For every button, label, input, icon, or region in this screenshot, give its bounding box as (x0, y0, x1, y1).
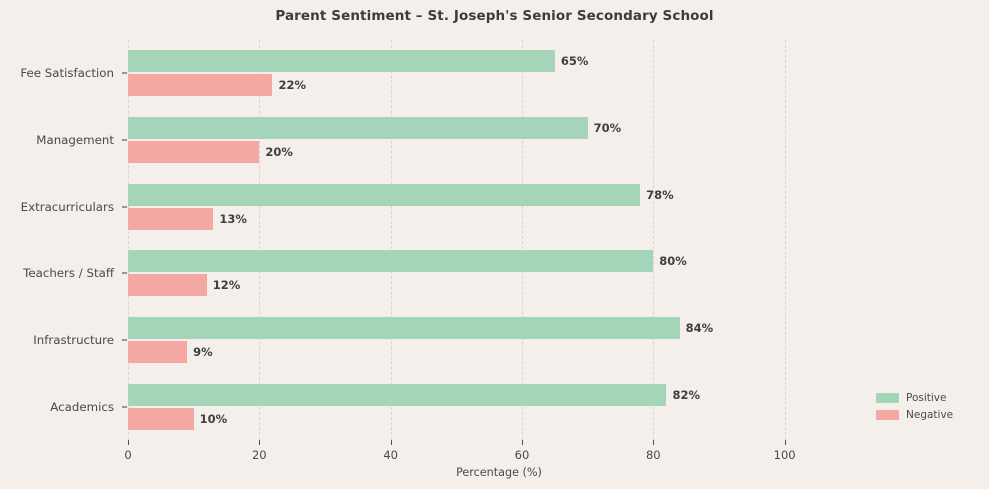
chart-legend: Positive Negative (876, 391, 953, 421)
x-tick-mark (128, 440, 129, 445)
y-tick-label: Infrastructure (33, 333, 114, 347)
legend-label: Positive (906, 391, 947, 404)
bar-negative (128, 74, 273, 97)
legend-label: Negative (906, 408, 954, 421)
gridline (653, 40, 655, 440)
gridline (390, 40, 392, 440)
gridline (784, 40, 786, 440)
bar-value-label: 65% (560, 54, 589, 69)
gridline (259, 40, 261, 440)
bar-negative (128, 341, 188, 363)
bar-negative (128, 141, 260, 163)
y-tick-mark (122, 139, 127, 141)
y-tick-mark (122, 339, 127, 341)
y-tick-label: Management (36, 133, 114, 147)
bar-value-label: 20% (265, 145, 293, 159)
bar-positive (128, 317, 680, 339)
bar-value-label: 13% (219, 211, 247, 226)
chart-title: Parent Sentiment – St. Joseph's Senior S… (275, 8, 714, 24)
x-tick-label: 0 (124, 448, 132, 462)
bar-value-label: 78% (646, 187, 674, 202)
legend-swatch-positive (876, 392, 899, 403)
x-tick-label: 40 (383, 448, 398, 462)
bar-positive (128, 183, 641, 206)
x-tick-mark (784, 440, 786, 445)
x-tick-mark (390, 440, 392, 445)
bar-negative (128, 207, 214, 230)
x-tick-mark (259, 440, 261, 445)
x-tick-mark (521, 440, 523, 445)
y-tick-label: Academics (50, 399, 114, 414)
bar-value-label: 12% (212, 278, 241, 293)
plot-area: 65% 22% 70% 20% 78% 13% 80% 12% 84% 9% 82% 10% (128, 40, 870, 440)
bar-negative (128, 407, 194, 430)
y-tick-mark (122, 72, 127, 74)
y-tick-label: Extracurriculars (20, 199, 114, 214)
x-axis-title: Percentage (%) (456, 466, 542, 479)
bar-negative (128, 274, 207, 297)
y-tick-label: Fee Satisfaction (20, 66, 114, 81)
gridline (128, 40, 129, 440)
y-tick-mark (122, 272, 127, 274)
bar-value-label: 70% (593, 121, 622, 135)
bar-value-label: 10% (199, 411, 228, 426)
legend-item-positive[interactable]: Positive (876, 391, 953, 404)
y-tick-label: Teachers / Staff (23, 266, 114, 281)
bar-value-label: 22% (278, 78, 306, 93)
y-tick-mark (122, 406, 127, 408)
legend-item-negative[interactable]: Negative (876, 408, 953, 421)
legend-swatch-negative (876, 409, 899, 420)
bar-value-label: 9% (193, 345, 213, 359)
bar-positive (128, 250, 654, 273)
bar-positive (128, 50, 555, 73)
y-tick-mark (122, 206, 127, 208)
x-tick-label: 100 (773, 448, 796, 462)
x-tick-mark (653, 440, 655, 445)
bar-value-label: 84% (685, 321, 714, 335)
bar-positive (128, 383, 667, 406)
bar-value-label: 82% (672, 387, 700, 402)
x-tick-label: 20 (251, 448, 267, 462)
x-tick-label: 80 (645, 448, 661, 462)
bar-value-label: 80% (659, 254, 687, 269)
gridline (521, 40, 523, 440)
x-tick-label: 60 (514, 448, 530, 462)
y-axis-labels: Fee Satisfaction Management Extracurricula… (0, 0, 128, 489)
bar-positive (128, 117, 588, 139)
